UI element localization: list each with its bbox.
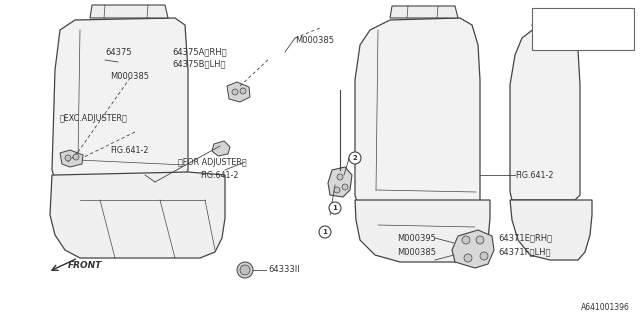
Polygon shape bbox=[90, 5, 168, 18]
Circle shape bbox=[319, 226, 331, 238]
Circle shape bbox=[232, 89, 238, 95]
Text: 64375B〈LH〉: 64375B〈LH〉 bbox=[172, 60, 225, 68]
Text: FIG.641-2: FIG.641-2 bbox=[110, 146, 148, 155]
Text: 64371E〈RH〉: 64371E〈RH〉 bbox=[498, 234, 552, 243]
Circle shape bbox=[462, 236, 470, 244]
Polygon shape bbox=[510, 200, 592, 260]
Text: 1: 1 bbox=[333, 205, 337, 211]
Polygon shape bbox=[212, 141, 230, 156]
Text: 64375: 64375 bbox=[105, 47, 132, 57]
Text: 64375A〈RH〉: 64375A〈RH〉 bbox=[172, 47, 227, 57]
Text: M000385: M000385 bbox=[295, 36, 334, 44]
Polygon shape bbox=[510, 26, 580, 200]
Circle shape bbox=[65, 155, 71, 161]
Text: FIG.641-2: FIG.641-2 bbox=[515, 171, 554, 180]
Polygon shape bbox=[390, 6, 458, 18]
Text: M000412: M000412 bbox=[564, 13, 606, 22]
Text: FRONT: FRONT bbox=[68, 260, 102, 269]
Polygon shape bbox=[355, 18, 480, 205]
Polygon shape bbox=[50, 172, 225, 258]
Text: N370048: N370048 bbox=[564, 35, 605, 44]
Polygon shape bbox=[452, 230, 494, 268]
Polygon shape bbox=[52, 18, 188, 180]
Polygon shape bbox=[532, 15, 564, 26]
Bar bbox=[532, 8, 634, 50]
Circle shape bbox=[334, 187, 340, 193]
Circle shape bbox=[538, 11, 552, 25]
Circle shape bbox=[329, 202, 341, 214]
Circle shape bbox=[480, 252, 488, 260]
Circle shape bbox=[240, 88, 246, 94]
Circle shape bbox=[73, 154, 79, 160]
Text: 64333II: 64333II bbox=[268, 266, 300, 275]
Circle shape bbox=[337, 174, 343, 180]
Text: A641001396: A641001396 bbox=[581, 303, 630, 312]
Circle shape bbox=[240, 265, 250, 275]
Polygon shape bbox=[60, 150, 83, 167]
Text: 〈EXC.ADJUSTER〉: 〈EXC.ADJUSTER〉 bbox=[60, 114, 128, 123]
Text: M000395: M000395 bbox=[397, 234, 436, 243]
Text: 〈FOR ADJUSTER〉: 〈FOR ADJUSTER〉 bbox=[178, 157, 246, 166]
Text: 1: 1 bbox=[323, 229, 328, 235]
Text: M000385: M000385 bbox=[397, 247, 436, 257]
Text: 64371F〈LH〉: 64371F〈LH〉 bbox=[498, 247, 550, 257]
Circle shape bbox=[538, 32, 552, 46]
Polygon shape bbox=[328, 167, 352, 197]
Text: M000385: M000385 bbox=[110, 71, 149, 81]
Circle shape bbox=[476, 236, 484, 244]
Circle shape bbox=[349, 152, 361, 164]
Text: 2: 2 bbox=[353, 155, 357, 161]
Circle shape bbox=[342, 184, 348, 190]
Circle shape bbox=[237, 262, 253, 278]
Polygon shape bbox=[227, 82, 250, 102]
Text: FIG.641-2: FIG.641-2 bbox=[200, 171, 239, 180]
Text: 2: 2 bbox=[542, 35, 548, 44]
Polygon shape bbox=[355, 200, 490, 262]
Circle shape bbox=[464, 254, 472, 262]
Text: 1: 1 bbox=[542, 13, 548, 22]
